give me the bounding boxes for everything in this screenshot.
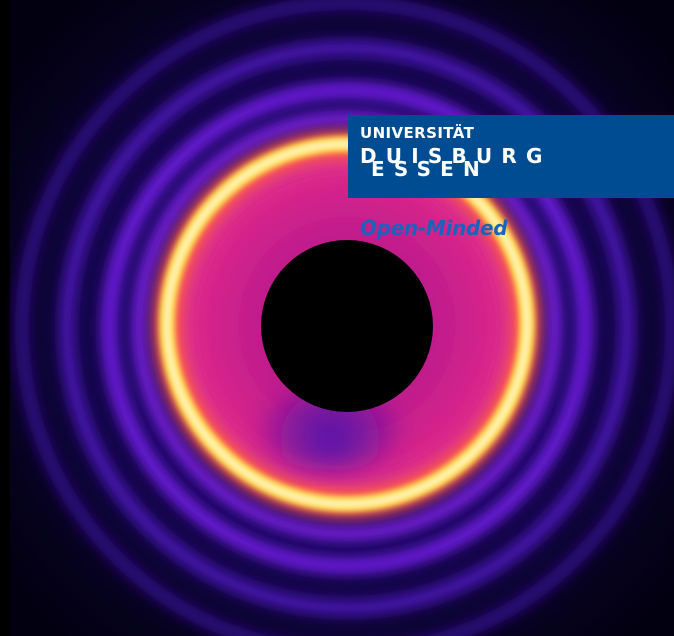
university-logo: UNIVERSITÄT DUISBURG ESSEN xyxy=(348,115,674,198)
bright-ring-peak xyxy=(164,141,530,507)
outer-rings xyxy=(15,0,674,636)
logo-slogan: Open-Minded xyxy=(360,216,508,240)
outer-ring-2 xyxy=(101,82,593,574)
logo-essen-text: ESSEN xyxy=(371,157,489,181)
logo-university-text: UNIVERSITÄT xyxy=(360,124,475,142)
outer-ring-3 xyxy=(59,40,635,616)
outer-ring-1 xyxy=(133,112,561,540)
bright-ring xyxy=(152,129,542,519)
logo-duisburg-text: DUISBURG xyxy=(360,144,552,168)
beamstop xyxy=(261,240,433,412)
outer-ring-4 xyxy=(15,0,674,636)
